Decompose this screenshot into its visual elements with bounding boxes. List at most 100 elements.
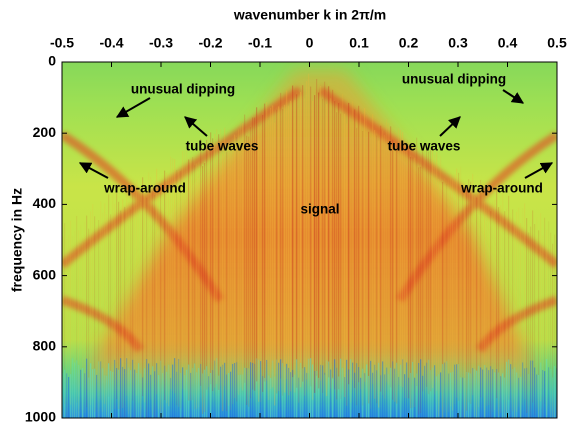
texture-stripe bbox=[324, 372, 326, 418]
texture-stripe bbox=[332, 377, 334, 418]
texture-stripe bbox=[318, 377, 320, 418]
texture-stripe bbox=[252, 117, 254, 390]
texture-stripe bbox=[164, 365, 166, 418]
texture-stripe bbox=[86, 358, 88, 418]
texture-stripe bbox=[536, 217, 538, 408]
texture-stripe bbox=[424, 365, 426, 418]
texture-stripe bbox=[320, 364, 322, 418]
texture-stripe bbox=[510, 212, 512, 416]
texture-stripe bbox=[358, 367, 360, 418]
annotation-arrow bbox=[78, 162, 109, 179]
x-tick-label: 0.5 bbox=[547, 35, 567, 51]
annotation-arrow bbox=[502, 89, 525, 104]
texture-stripe bbox=[284, 104, 286, 393]
texture-stripe bbox=[524, 203, 526, 400]
texture-stripe bbox=[94, 368, 96, 418]
texture-stripe bbox=[122, 198, 124, 408]
texture-stripe bbox=[418, 167, 420, 415]
annotation: tube waves bbox=[388, 139, 461, 154]
texture-stripe bbox=[492, 369, 494, 418]
texture-stripe bbox=[490, 366, 492, 418]
x-tick-label: -0.1 bbox=[248, 35, 272, 51]
texture-stripe bbox=[526, 218, 528, 414]
texture-stripe bbox=[484, 365, 486, 418]
annotation: unusual dipping bbox=[131, 82, 235, 97]
texture-stripe bbox=[100, 201, 102, 400]
texture-stripe bbox=[172, 157, 174, 392]
texture-stripe bbox=[154, 371, 156, 418]
annotation: signal bbox=[300, 202, 339, 217]
texture-stripe bbox=[260, 125, 262, 402]
texture-stripe bbox=[424, 144, 426, 390]
texture-stripe bbox=[348, 369, 350, 418]
texture-stripe bbox=[360, 113, 362, 390]
texture-stripe bbox=[238, 375, 240, 418]
texture-stripe bbox=[448, 179, 450, 413]
texture-stripe bbox=[84, 222, 86, 413]
texture-stripe bbox=[268, 375, 270, 418]
texture-stripe bbox=[542, 370, 544, 418]
texture-stripe bbox=[262, 114, 264, 392]
y-axis-label: frequency in Hz bbox=[9, 188, 25, 292]
texture-stripe bbox=[252, 362, 254, 418]
texture-stripe bbox=[102, 212, 104, 412]
texture-stripe bbox=[528, 374, 530, 418]
texture-stripe bbox=[196, 372, 198, 418]
texture-stripe bbox=[394, 142, 396, 402]
texture-stripe bbox=[304, 367, 306, 418]
texture-stripe bbox=[116, 192, 118, 400]
texture-stripe bbox=[188, 364, 190, 418]
texture-stripe bbox=[162, 373, 164, 418]
texture-stripe bbox=[368, 375, 370, 418]
texture-stripe bbox=[140, 201, 142, 418]
texture-stripe bbox=[450, 174, 452, 407]
texture-stripe bbox=[72, 236, 74, 418]
texture-stripe bbox=[480, 367, 482, 418]
texture-stripe bbox=[314, 371, 316, 418]
texture-stripe bbox=[72, 358, 74, 418]
texture-stripe bbox=[146, 197, 148, 418]
texture-stripe bbox=[222, 364, 224, 418]
texture-stripe bbox=[322, 98, 324, 393]
x-tick-label: -0.3 bbox=[149, 35, 173, 51]
texture-stripe bbox=[204, 369, 206, 418]
texture-stripe bbox=[74, 362, 76, 418]
texture-stripe bbox=[282, 362, 284, 418]
texture-stripe bbox=[478, 365, 480, 418]
texture-stripe bbox=[370, 360, 372, 418]
texture-stripe bbox=[404, 374, 406, 418]
texture-stripe bbox=[310, 358, 312, 418]
texture-stripe bbox=[418, 363, 420, 418]
texture-stripe bbox=[520, 376, 522, 418]
texture-stripe bbox=[228, 373, 230, 418]
texture-stripe bbox=[310, 86, 312, 387]
y-tick-label: 400 bbox=[33, 195, 57, 211]
texture-stripe bbox=[300, 362, 302, 418]
texture-stripe bbox=[96, 228, 98, 418]
y-tick-label: 800 bbox=[33, 338, 57, 354]
x-tick-label: 0 bbox=[306, 35, 314, 51]
texture-stripe bbox=[136, 179, 138, 396]
texture-stripe bbox=[232, 141, 234, 405]
texture-stripe bbox=[496, 188, 498, 399]
x-tick-label: 0.1 bbox=[349, 35, 369, 51]
texture-stripe bbox=[82, 368, 84, 418]
texture-stripe bbox=[476, 197, 478, 417]
texture-stripe bbox=[110, 370, 112, 418]
texture-stripe bbox=[522, 208, 524, 406]
texture-stripe bbox=[326, 104, 328, 397]
texture-stripe bbox=[460, 166, 462, 394]
texture-stripe bbox=[496, 369, 498, 418]
texture-stripe bbox=[328, 361, 330, 418]
texture-stripe bbox=[100, 361, 102, 418]
texture-stripe bbox=[222, 153, 224, 412]
texture-stripe bbox=[336, 112, 338, 400]
texture-stripe bbox=[156, 168, 158, 395]
texture-stripe bbox=[408, 146, 410, 399]
texture-stripe bbox=[342, 93, 344, 379]
texture-stripe bbox=[520, 223, 522, 418]
texture-stripe bbox=[98, 361, 100, 418]
texture-stripe bbox=[178, 359, 180, 418]
texture-stripe bbox=[374, 129, 376, 399]
x-tick-label: -0.2 bbox=[198, 35, 222, 51]
